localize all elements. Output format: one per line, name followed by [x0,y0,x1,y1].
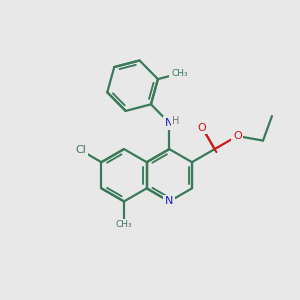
Text: N: N [165,196,173,206]
Text: CH₃: CH₃ [171,69,188,78]
Text: H: H [172,116,179,127]
Text: O: O [198,123,207,133]
Text: O: O [233,131,242,141]
Text: Cl: Cl [76,146,86,155]
Text: CH₃: CH₃ [116,220,132,230]
Text: N: N [165,118,173,128]
